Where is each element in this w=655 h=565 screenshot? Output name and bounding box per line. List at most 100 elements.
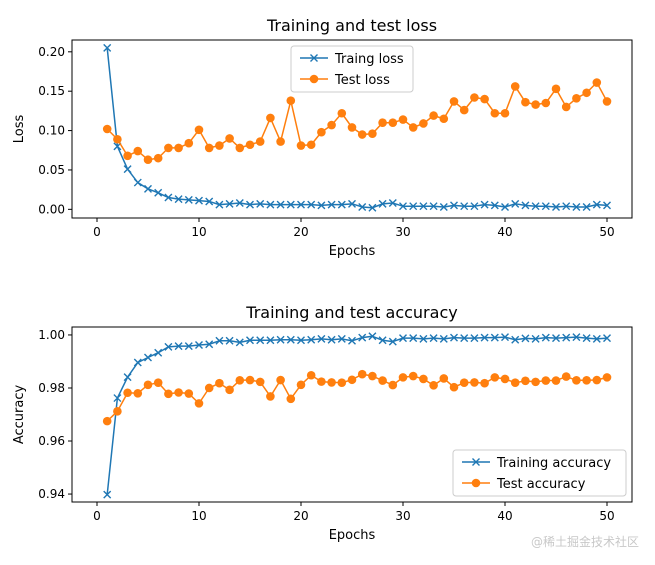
data-point [205, 340, 214, 349]
data-point [286, 335, 295, 344]
series-test-accuracy [102, 369, 612, 426]
data-point [154, 188, 163, 197]
data-point [286, 96, 296, 105]
data-point [358, 333, 367, 342]
data-point [164, 389, 173, 399]
data-point [174, 342, 183, 351]
data-point [409, 334, 418, 343]
data-point [225, 199, 234, 208]
data-point [194, 125, 204, 135]
x-tick-label: 0 [93, 509, 101, 523]
data-point [439, 202, 448, 211]
data-point [164, 342, 173, 351]
series-traing-loss [103, 43, 612, 212]
data-point [174, 143, 183, 153]
data-point [357, 369, 367, 379]
data-point [450, 333, 458, 342]
legend-box [452, 449, 627, 497]
data-point [378, 336, 387, 345]
data-point [195, 196, 203, 205]
data-point [439, 374, 449, 383]
data-point [572, 375, 581, 385]
data-point [603, 334, 612, 343]
data-point [306, 370, 316, 380]
data-point [552, 334, 561, 343]
data-point [123, 388, 132, 398]
data-point [429, 111, 438, 120]
x-tick-label: 40 [497, 225, 512, 239]
chart-title: Training and test accuracy [245, 303, 457, 322]
data-point [204, 383, 214, 393]
data-point [113, 394, 122, 403]
data-point [500, 374, 510, 384]
data-point [215, 200, 224, 209]
data-point [266, 113, 275, 123]
data-point [398, 115, 408, 124]
data-point [296, 380, 306, 390]
data-point [439, 334, 448, 343]
data-point [164, 143, 173, 153]
data-point [276, 335, 285, 344]
legend-label: Traing loss [334, 52, 404, 67]
data-point [388, 118, 398, 127]
data-point [276, 200, 285, 209]
data-point [225, 336, 234, 345]
data-point [562, 333, 571, 342]
data-point [235, 338, 244, 347]
y-axis-label: Accuracy [12, 385, 27, 445]
data-point [388, 199, 397, 208]
series-test-loss [102, 78, 612, 165]
data-point [184, 342, 193, 351]
data-point [582, 334, 591, 343]
data-point [256, 199, 265, 208]
data-point [153, 378, 163, 387]
data-point [276, 375, 285, 385]
data-point [205, 197, 214, 206]
x-tick-label: 30 [395, 509, 410, 523]
data-point [531, 377, 540, 387]
data-point [419, 334, 428, 343]
data-point [399, 334, 407, 343]
data-point [419, 119, 428, 128]
legend-label: Training accuracy [496, 456, 611, 471]
data-point [510, 378, 520, 387]
data-point [592, 375, 602, 385]
data-point [378, 118, 387, 127]
data-point [184, 138, 194, 148]
x-tick-label: 20 [293, 225, 308, 239]
data-point [195, 341, 203, 350]
y-tick-label: 0.94 [38, 487, 65, 501]
data-point [357, 130, 367, 139]
data-point [470, 334, 479, 343]
legend-marker [471, 478, 481, 488]
series-training-accuracy [103, 332, 612, 499]
data-point [266, 392, 275, 401]
data-point [480, 94, 489, 104]
x-tick-label: 50 [599, 509, 614, 523]
data-point [307, 200, 316, 209]
data-point [143, 380, 153, 390]
legend-label: Test loss [334, 73, 390, 88]
data-point [603, 201, 612, 210]
data-point [123, 165, 132, 174]
data-point [460, 334, 469, 343]
data-point [337, 108, 347, 118]
data-point [246, 336, 254, 345]
data-point [582, 375, 591, 385]
x-tick-label: 50 [599, 225, 614, 239]
chart-title: Training and test loss [266, 16, 437, 35]
data-point [174, 388, 183, 397]
data-point [490, 108, 500, 118]
data-point [419, 374, 428, 384]
data-point [592, 200, 601, 209]
data-point [153, 153, 163, 163]
data-point [368, 371, 377, 381]
y-tick-label: 0.20 [38, 45, 65, 59]
data-point [551, 376, 561, 385]
data-point [429, 381, 438, 390]
data-point [602, 373, 612, 382]
series-line [106, 335, 608, 495]
data-point [602, 97, 612, 106]
data-point [460, 202, 469, 211]
